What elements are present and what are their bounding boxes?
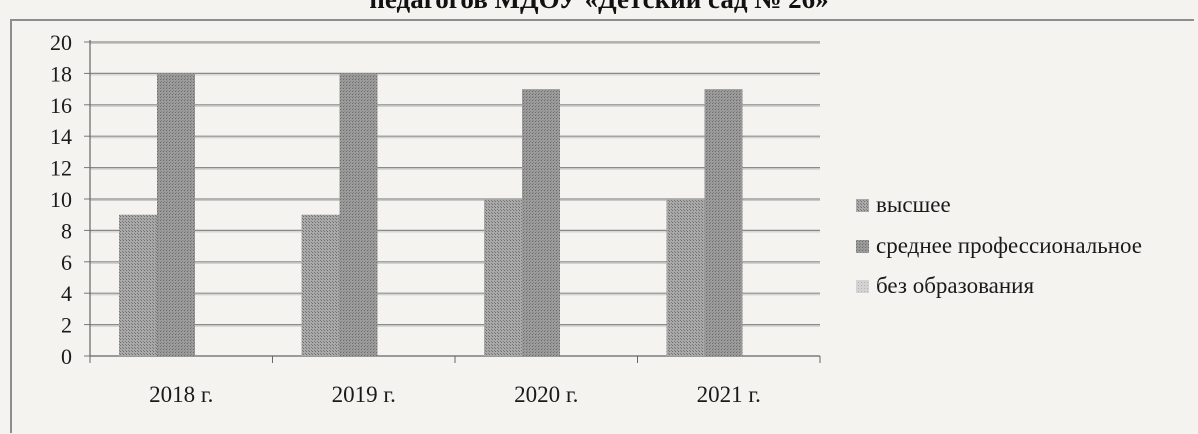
y-tick-label: 0 (61, 344, 72, 369)
y-tick-label: 4 (61, 281, 72, 306)
bar-1-1 (119, 214, 157, 356)
y-tick-label: 16 (50, 93, 72, 118)
x-tick-label: 2018 г. (149, 382, 213, 407)
legend-label-1: высшее (876, 192, 951, 217)
y-tick-label: 12 (50, 156, 72, 181)
legend-swatch-2 (856, 240, 869, 253)
y-tick-label: 18 (50, 61, 72, 86)
legend-label-3: без образования (876, 273, 1034, 298)
y-tick-label: 10 (50, 187, 72, 212)
x-tick-label: 2020 г. (514, 382, 578, 407)
x-tick-label: 2021 г. (697, 382, 761, 407)
legend: высшее среднее профессиональное без образо… (856, 192, 1142, 298)
bars (119, 73, 743, 357)
legend-swatch-1 (856, 199, 869, 212)
axis-labels: 0 2 4 6 8 10 12 14 16 18 20 2018 г. 2019 г. 2020 г. 20… (50, 30, 761, 407)
y-tick-label: 14 (50, 124, 72, 149)
bar-1-3 (484, 199, 522, 356)
y-tick-label: 20 (50, 30, 72, 55)
bar-1-2 (301, 214, 340, 356)
legend-swatch-3 (856, 280, 869, 293)
chart-frame (10, 19, 1194, 433)
y-tick-label: 2 (61, 313, 72, 338)
x-tick-label: 2019 г. (332, 382, 396, 407)
bar-2-4 (704, 89, 743, 356)
bar-2-3 (522, 89, 560, 356)
bar-2-1 (157, 73, 195, 357)
bar-1-4 (666, 199, 705, 356)
y-tick-label: 8 (61, 218, 72, 243)
legend-label-2: среднее профессиональное (876, 233, 1142, 258)
y-tick-label: 6 (61, 250, 72, 275)
bar-2-2 (339, 73, 378, 357)
chart-title: педагогов МДОУ «Детский сад № 26» (0, 0, 1198, 15)
